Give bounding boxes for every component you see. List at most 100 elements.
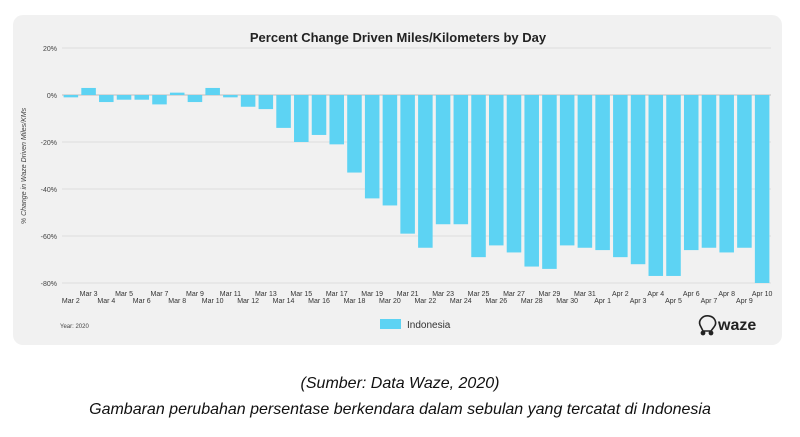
- bar: [488, 95, 504, 246]
- bar: [737, 95, 752, 248]
- bar: [99, 95, 114, 103]
- bar: [683, 95, 699, 251]
- bar: [81, 87, 96, 95]
- x-tick-label: Mar 28: [521, 298, 543, 305]
- x-tick-label: Mar 16: [308, 298, 330, 305]
- bar: [453, 95, 469, 225]
- waze-icon: [698, 315, 717, 336]
- x-tick-label: Mar 19: [361, 291, 383, 298]
- y-tick-label: -60%: [41, 234, 57, 241]
- x-tick-label: Mar 25: [468, 291, 490, 298]
- x-tick-label: Mar 13: [255, 291, 277, 298]
- x-tick-label: Mar 23: [432, 291, 454, 298]
- bar: [382, 95, 398, 206]
- y-tick-label: -80%: [41, 281, 57, 288]
- legend-swatch: [380, 319, 401, 329]
- x-tick-label: Apr 5: [665, 298, 682, 305]
- bar: [134, 95, 150, 100]
- x-tick-label: Mar 22: [414, 298, 436, 305]
- grid-lines: [62, 47, 771, 284]
- bar: [595, 95, 610, 251]
- source-caption: (Sumber: Data Waze, 2020): [300, 375, 500, 392]
- y-tick-label: -40%: [41, 187, 57, 194]
- chart-title: Percent Change Driven Miles/Kilometers b…: [250, 30, 547, 45]
- y-axis-label: % Change in Waze Driven Miles/KMs: [21, 107, 28, 224]
- x-tick-label: Mar 3: [80, 291, 98, 298]
- x-tick-label: Mar 17: [326, 291, 348, 298]
- x-tick-label: Mar 5: [115, 291, 133, 298]
- bar: [116, 95, 132, 100]
- x-tick-label: Mar 27: [503, 291, 525, 298]
- y-tick-label: 20%: [43, 46, 57, 53]
- bar: [205, 87, 220, 95]
- x-tick-label: Mar 11: [220, 291, 241, 298]
- waze-logo: waze: [698, 315, 756, 336]
- bar: [169, 92, 185, 95]
- bar: [719, 95, 734, 253]
- y-tick-labels: 20% 0% -20% -40% -60% -80%: [41, 46, 57, 288]
- waze-wordmark: waze: [717, 317, 756, 334]
- x-tick-label: Mar 14: [273, 298, 295, 305]
- x-tick-label: Apr 3: [630, 298, 647, 305]
- bar: [577, 95, 593, 248]
- bar: [329, 95, 345, 145]
- bars: [63, 87, 770, 283]
- x-tick-label: Mar 8: [168, 298, 186, 305]
- bar: [524, 95, 539, 267]
- x-tick-label: Mar 6: [133, 298, 151, 305]
- x-tick-label: Apr 2: [612, 291, 629, 298]
- y-tick-label: -20%: [41, 140, 57, 147]
- x-tick-label: Mar 2: [62, 298, 80, 305]
- bar: [613, 95, 628, 258]
- bar: [187, 95, 203, 103]
- bar: [63, 95, 79, 98]
- x-tick-label: Mar 21: [397, 291, 419, 298]
- x-tick-label: Apr 8: [718, 291, 735, 298]
- x-tick-label: Mar 24: [450, 298, 472, 305]
- x-tick-label: Mar 26: [485, 298, 507, 305]
- legend-label: Indonesia: [407, 320, 451, 331]
- bar: [648, 95, 664, 276]
- bar: [364, 95, 380, 199]
- bar: [666, 95, 681, 276]
- bar: [223, 95, 238, 98]
- x-tick-label: Mar 31: [574, 291, 596, 298]
- bar: [701, 95, 717, 248]
- bar: [400, 95, 415, 234]
- x-tick-label: Apr 1: [594, 298, 611, 305]
- x-tick-label: Apr 9: [736, 298, 753, 305]
- bar: [294, 95, 309, 142]
- x-tick-label: Mar 15: [290, 291, 312, 298]
- x-tick-label: Apr 4: [647, 291, 664, 298]
- bar: [152, 95, 167, 105]
- bar: [258, 95, 274, 110]
- x-tick-label: Mar 9: [186, 291, 204, 298]
- x-tick-label: Mar 30: [556, 298, 578, 305]
- y-tick-label: 0%: [47, 93, 57, 100]
- bar: [506, 95, 522, 253]
- x-tick-label: Apr 10: [752, 291, 773, 298]
- year-footnote: Year: 2020: [60, 324, 89, 330]
- bar: [418, 95, 433, 248]
- bar: [311, 95, 327, 135]
- bar: [347, 95, 362, 173]
- bar: [542, 95, 557, 269]
- x-tick-label: Mar 12: [237, 298, 259, 305]
- bar: [630, 95, 646, 265]
- x-tick-label: Apr 7: [701, 298, 718, 305]
- x-tick-label: Mar 29: [539, 291, 561, 298]
- bar: [276, 95, 291, 128]
- bar: [754, 95, 770, 283]
- x-tick-label: Mar 4: [97, 298, 115, 305]
- x-tick-label: Mar 10: [202, 298, 224, 305]
- x-tick-label: Mar 7: [151, 291, 169, 298]
- x-tick-label: Mar 18: [344, 298, 366, 305]
- description-caption: Gambaran perubahan persentase berkendara…: [89, 401, 711, 418]
- bar: [559, 95, 575, 246]
- bar: [240, 95, 256, 107]
- bar: [435, 95, 451, 225]
- legend: Indonesia: [380, 319, 451, 331]
- x-tick-label: Mar 20: [379, 298, 401, 305]
